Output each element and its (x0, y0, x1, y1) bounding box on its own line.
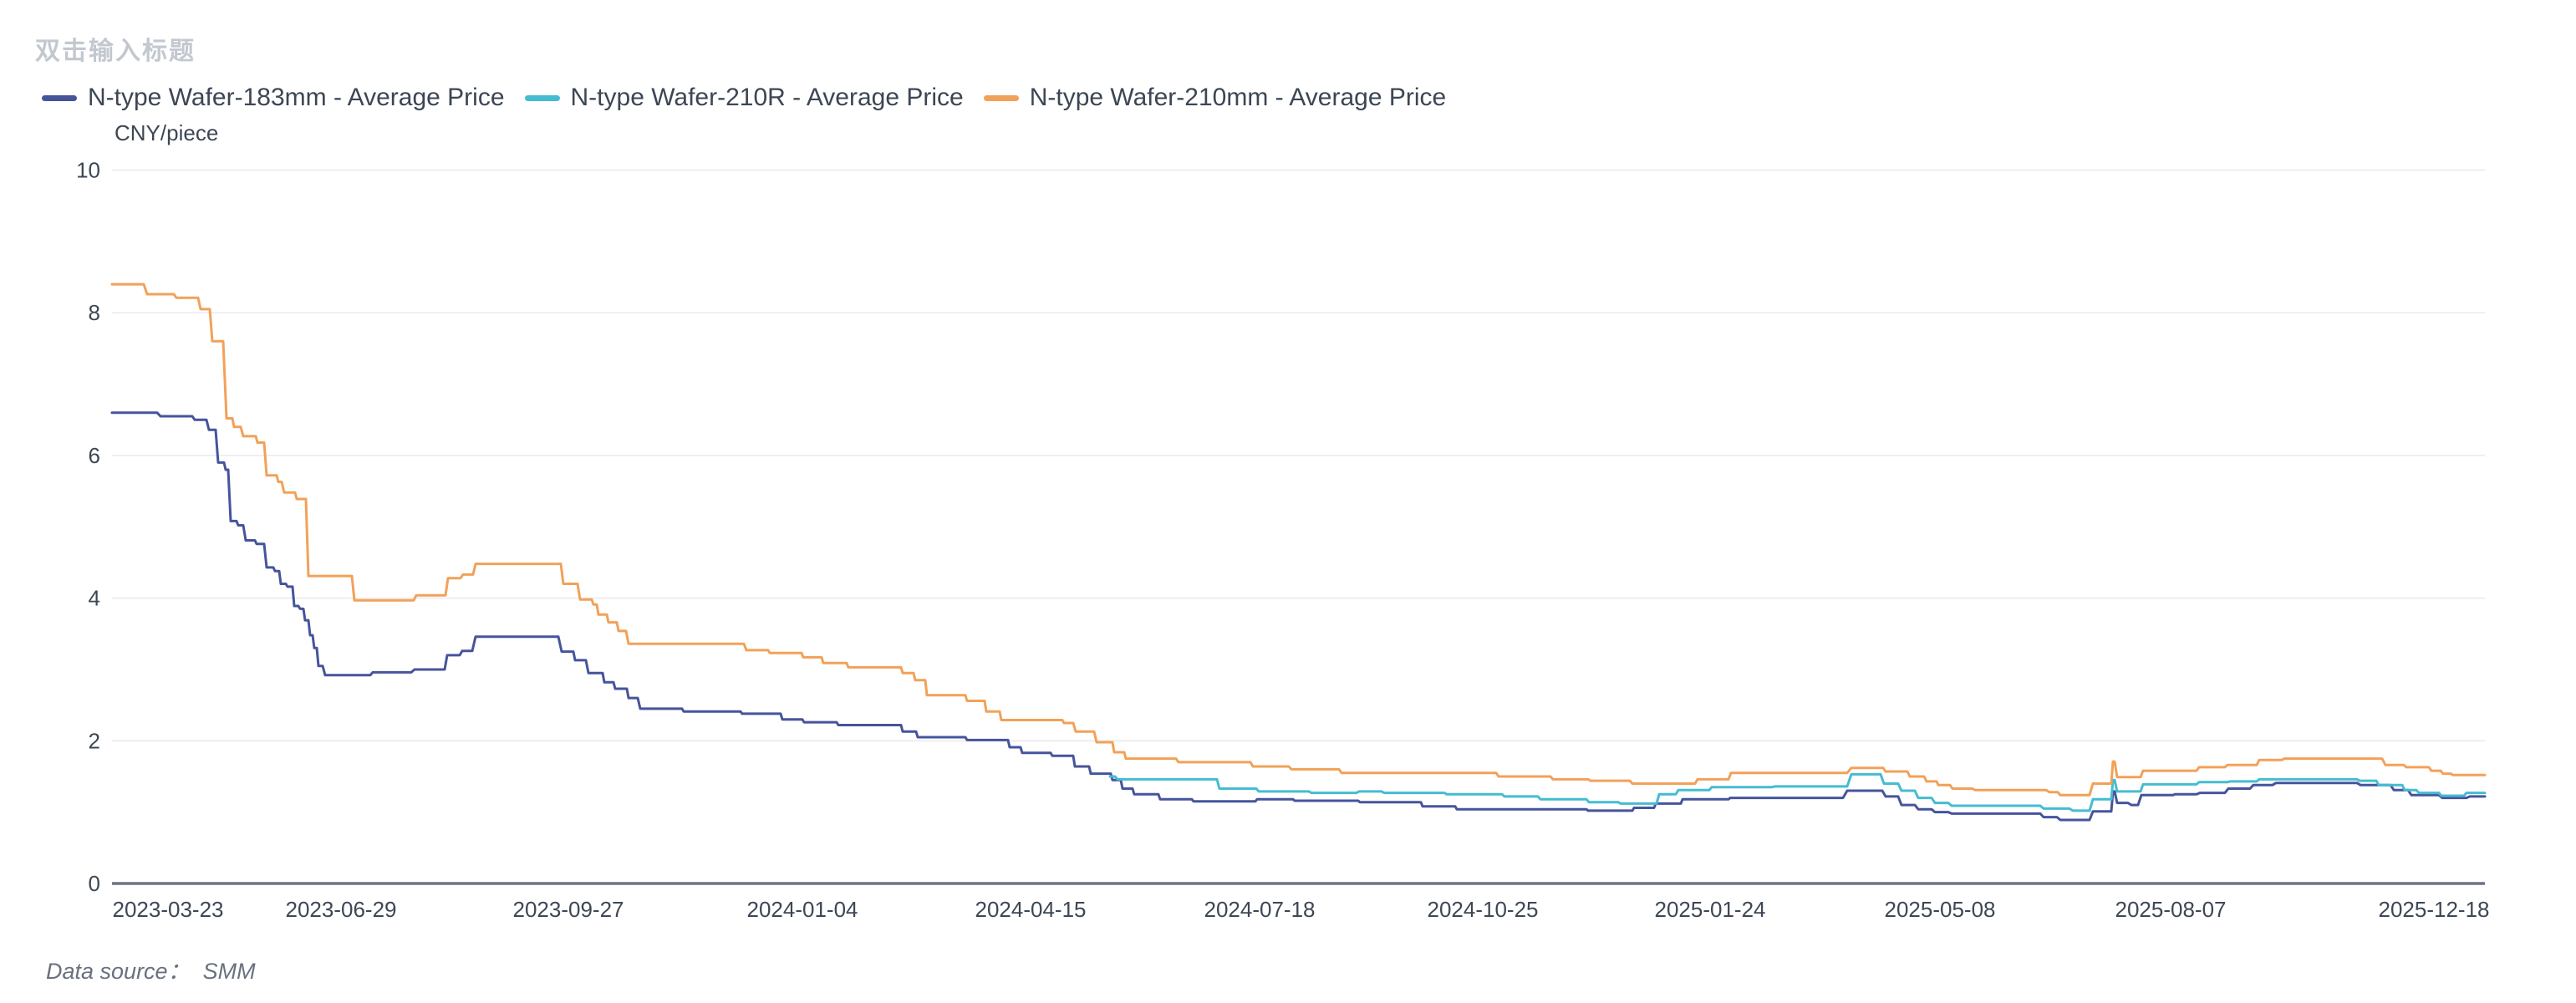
legend: N-type Wafer-183mm - Average Price N-type… (42, 84, 1446, 112)
x-tick-label: 2025-05-08 (1885, 897, 1996, 922)
y-tick-label: 6 (89, 443, 100, 468)
legend-swatch-icon (42, 94, 77, 101)
x-tick-label: 2025-08-07 (2115, 897, 2227, 922)
chart-title-placeholder[interactable]: 双击输入标题 (35, 38, 196, 65)
y-tick-label: 8 (89, 300, 100, 325)
legend-item-wafer-183mm[interactable]: N-type Wafer-183mm - Average Price (42, 84, 505, 112)
y-tick-label: 2 (89, 728, 100, 753)
legend-swatch-icon (983, 94, 1019, 101)
x-tick-label: 2023-06-29 (286, 897, 397, 922)
y-tick-label: 4 (89, 586, 100, 611)
legend-item-label: N-type Wafer-183mm - Average Price (88, 84, 505, 111)
x-tick-label: 2023-03-23 (113, 897, 224, 922)
x-tick-label: 2025-01-24 (1655, 897, 1766, 922)
legend-item-wafer-210mm[interactable]: N-type Wafer-210mm - Average Price (983, 84, 1447, 112)
y-tick-label: 10 (76, 158, 100, 183)
series-line-wafer-183mm[interactable] (110, 411, 2487, 822)
x-tick-label: 2024-01-04 (747, 897, 858, 922)
series-line-wafer-210mm[interactable] (110, 283, 2487, 797)
x-tick-label: 2025-12-18 (2379, 897, 2490, 922)
y-axis-unit-label: CNY/piece (115, 120, 219, 145)
x-tick-label: 2024-04-15 (975, 897, 1087, 922)
y-tick-label: 0 (89, 871, 100, 896)
x-tick-label: 2024-10-25 (1428, 897, 1539, 922)
legend-item-label: N-type Wafer-210mm - Average Price (1029, 84, 1447, 111)
legend-swatch-icon (524, 94, 560, 101)
x-tick-label: 2024-07-18 (1204, 897, 1316, 922)
data-source-label: Data source： SMM (46, 959, 256, 984)
x-tick-label: 2023-09-27 (513, 897, 624, 922)
legend-item-wafer-210r[interactable]: N-type Wafer-210R - Average Price (524, 84, 964, 112)
series-line-wafer-210r[interactable] (1108, 772, 2487, 812)
legend-item-label: N-type Wafer-210R - Average Price (570, 84, 964, 111)
